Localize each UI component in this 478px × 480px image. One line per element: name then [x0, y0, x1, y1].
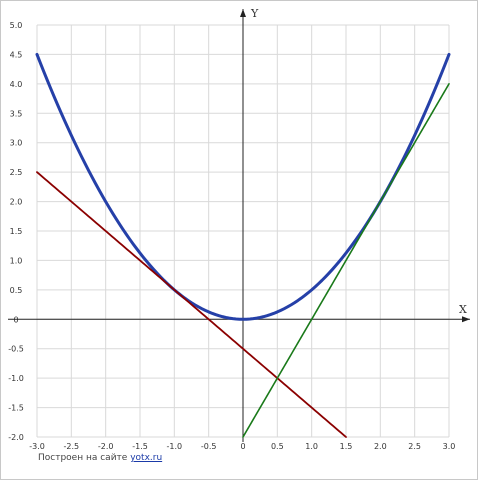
x-tick-label: 1.0	[305, 442, 318, 451]
y-tick-label: 2.0	[10, 198, 23, 207]
y-tick-label: 5.0	[10, 21, 23, 30]
x-tick-label: 3.0	[443, 442, 456, 451]
curves	[35, 52, 451, 438]
footer-credit: Построен на сайте yotx.ru	[38, 453, 162, 463]
x-tick-label: 0	[240, 442, 245, 451]
y-tick-label: 1.0	[10, 256, 23, 265]
y-tick-label: -1.0	[8, 374, 24, 383]
axes	[8, 9, 470, 442]
x-tick-label: -2.0	[98, 442, 114, 451]
footer-link[interactable]: yotx.ru	[130, 453, 163, 463]
x-tick-label: -1.5	[132, 442, 148, 451]
y-tick-label: -0.5	[8, 345, 24, 354]
green-line-series	[242, 83, 450, 438]
y-axis-label: Y	[250, 7, 259, 20]
x-tick-label: 0.5	[271, 442, 284, 451]
x-tick-label: 2.0	[374, 442, 387, 451]
y-tick-label: 3.0	[10, 139, 23, 148]
y-tick-label: 4.5	[10, 50, 23, 59]
x-axis-label: X	[459, 303, 467, 316]
x-axis-arrow	[462, 316, 470, 323]
y-tick-label: -2.0	[8, 433, 24, 442]
footer-text: Построен на сайте	[38, 453, 128, 463]
y-tick-label: 2.5	[10, 168, 23, 177]
y-tick-label: 1.5	[10, 227, 23, 236]
y-tick-label: 3.5	[10, 109, 23, 118]
y-tick-label: 0.5	[10, 286, 23, 295]
tick-labels: -3.0 -2.5 -2.0 -1.5 -1.0 -0.5 0 0.5 1.0 1.5 2.0 2.5…	[8, 21, 455, 451]
x-tick-label: 1.5	[340, 442, 353, 451]
red-line-series	[36, 171, 347, 438]
y-tick-label: -1.5	[8, 404, 24, 413]
x-tick-label: -1.0	[167, 442, 183, 451]
x-tick-label: -2.5	[64, 442, 80, 451]
x-tick-label: -3.0	[29, 442, 45, 451]
x-tick-label: 2.5	[408, 442, 421, 451]
y-tick-label: 4.0	[10, 80, 23, 89]
x-tick-label: -0.5	[201, 442, 217, 451]
y-axis-arrow	[240, 9, 246, 17]
